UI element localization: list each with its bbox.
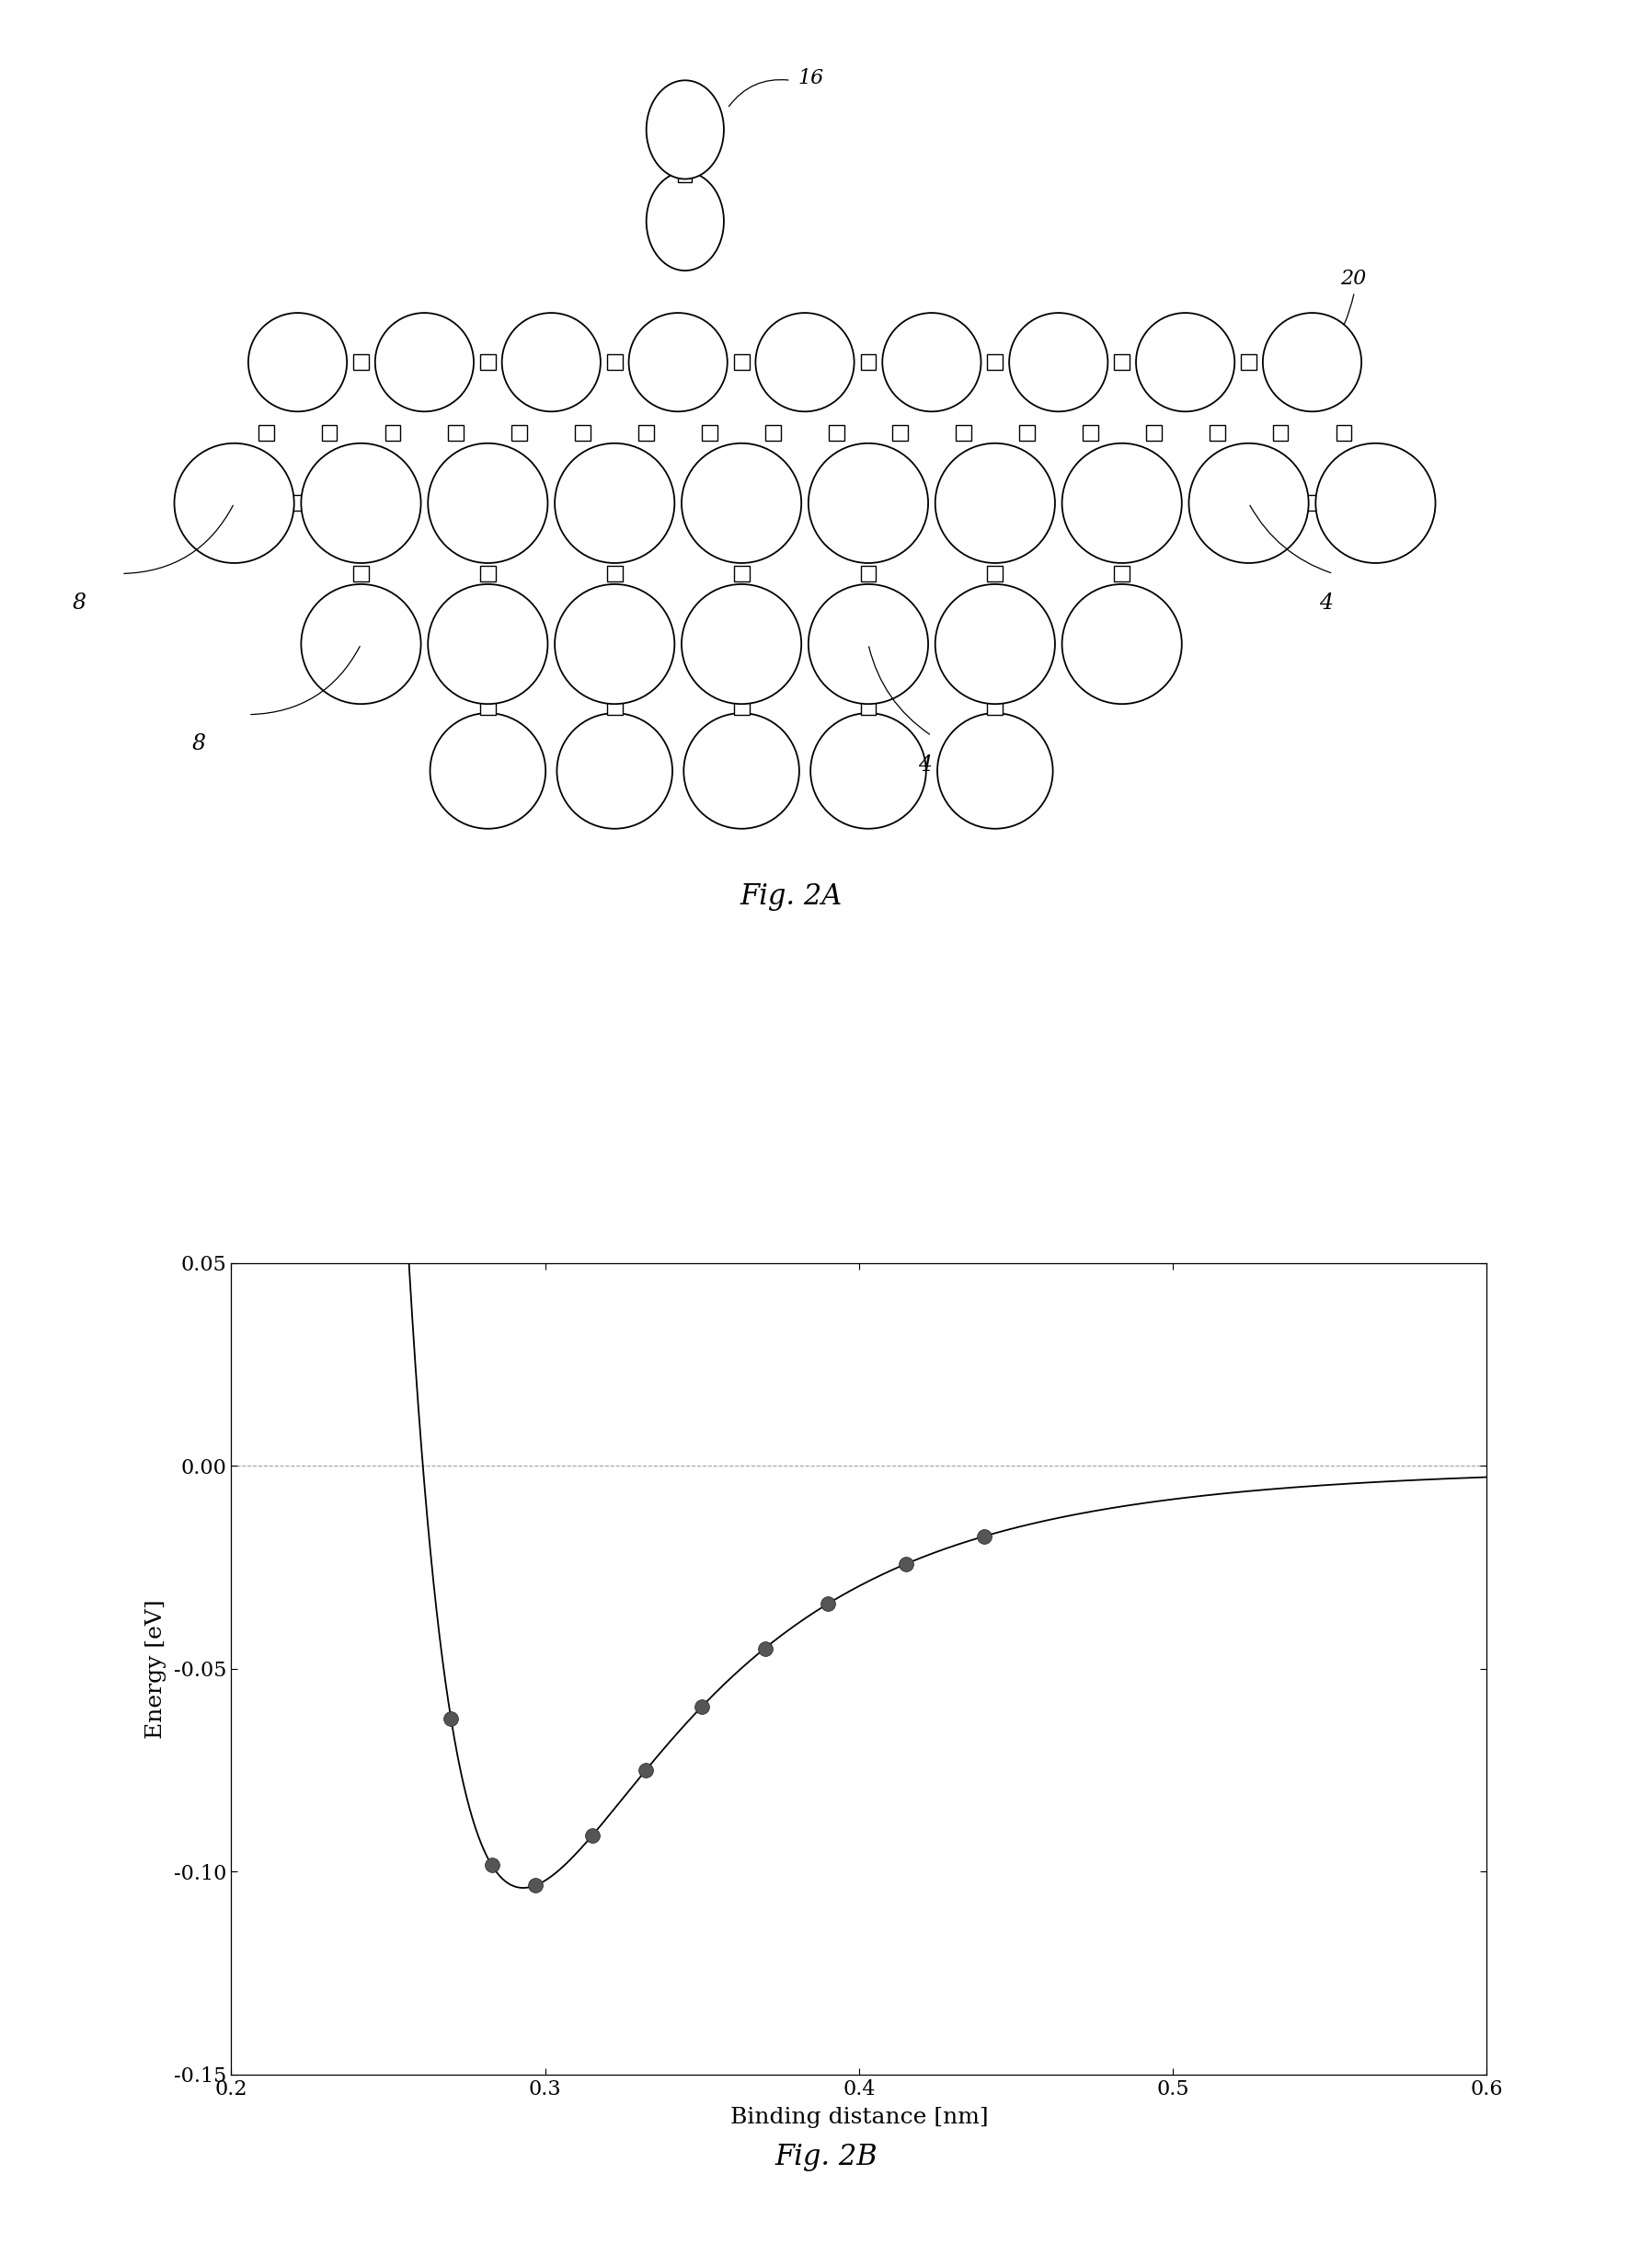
Bar [829, 424, 844, 440]
Circle shape [682, 584, 801, 704]
Bar [481, 354, 496, 370]
Bar [733, 699, 750, 715]
Circle shape [684, 713, 800, 830]
Circle shape [935, 584, 1056, 704]
Bar [733, 566, 750, 582]
Circle shape [502, 313, 601, 410]
Circle shape [301, 584, 421, 704]
Circle shape [755, 313, 854, 410]
Bar [733, 354, 750, 370]
Circle shape [428, 584, 548, 704]
Bar [606, 566, 623, 582]
Circle shape [1189, 444, 1308, 564]
Bar [1113, 566, 1130, 582]
Bar [385, 424, 400, 440]
Circle shape [808, 584, 928, 704]
Bar [606, 699, 623, 715]
Point [522, 1867, 548, 1903]
Point [438, 1700, 464, 1736]
Circle shape [175, 444, 294, 564]
Bar [955, 424, 971, 440]
Bar [988, 566, 1003, 582]
Bar [1209, 424, 1224, 440]
Text: 4: 4 [917, 755, 932, 776]
Circle shape [882, 313, 981, 410]
Point [365, 523, 392, 559]
Bar [861, 566, 876, 582]
Circle shape [811, 713, 927, 830]
Circle shape [937, 713, 1052, 830]
Bar [258, 424, 274, 440]
Circle shape [808, 444, 928, 564]
Bar [861, 699, 876, 715]
Ellipse shape [646, 171, 724, 271]
Circle shape [555, 584, 674, 704]
Point [578, 1818, 605, 1854]
Circle shape [428, 444, 548, 564]
Point [892, 1545, 919, 1581]
Y-axis label: Energy [eV]: Energy [eV] [145, 1599, 167, 1739]
Bar [1113, 354, 1130, 370]
Circle shape [375, 313, 474, 410]
Bar [481, 566, 496, 582]
Bar [1019, 424, 1034, 440]
Point [479, 1847, 506, 1883]
Bar [639, 424, 654, 440]
Circle shape [430, 713, 545, 830]
Text: 4: 4 [1320, 593, 1333, 613]
Point [633, 1752, 659, 1788]
Bar [322, 424, 337, 440]
Circle shape [1262, 313, 1361, 410]
Bar [1305, 496, 1320, 512]
Text: 8: 8 [192, 733, 206, 755]
Circle shape [1315, 444, 1436, 564]
Circle shape [555, 444, 674, 564]
Bar [512, 424, 527, 440]
Bar [702, 424, 717, 440]
Bar [606, 354, 623, 370]
Circle shape [248, 313, 347, 410]
Point [814, 1585, 841, 1621]
Text: 8: 8 [73, 593, 86, 613]
Bar [481, 699, 496, 715]
X-axis label: Binding distance [nm]: Binding distance [nm] [730, 2106, 988, 2129]
Text: Fig. 2B: Fig. 2B [775, 2142, 877, 2172]
Point [752, 1630, 778, 1666]
Bar [448, 424, 464, 440]
Bar [1082, 424, 1099, 440]
Bar [354, 354, 368, 370]
Circle shape [682, 444, 801, 564]
Circle shape [1009, 313, 1108, 410]
Bar [1272, 424, 1289, 440]
Bar [1146, 424, 1161, 440]
Bar [289, 496, 306, 512]
Bar [988, 699, 1003, 715]
Text: 16: 16 [798, 68, 824, 88]
Bar [892, 424, 907, 440]
Text: 20: 20 [1340, 268, 1366, 289]
Circle shape [1062, 584, 1181, 704]
Ellipse shape [646, 81, 724, 178]
Point [689, 1689, 715, 1725]
Circle shape [1137, 313, 1234, 410]
Bar [1336, 424, 1351, 440]
Bar [988, 354, 1003, 370]
Circle shape [629, 313, 727, 410]
Point [971, 1518, 998, 1554]
Bar [1241, 354, 1257, 370]
Bar [575, 424, 591, 440]
Circle shape [557, 713, 672, 830]
Text: Fig. 2A: Fig. 2A [740, 882, 843, 911]
Bar [861, 354, 876, 370]
Bar [354, 566, 368, 582]
Circle shape [1062, 444, 1181, 564]
Circle shape [301, 444, 421, 564]
Bar [765, 424, 781, 440]
Bar [677, 169, 692, 183]
Circle shape [935, 444, 1056, 564]
